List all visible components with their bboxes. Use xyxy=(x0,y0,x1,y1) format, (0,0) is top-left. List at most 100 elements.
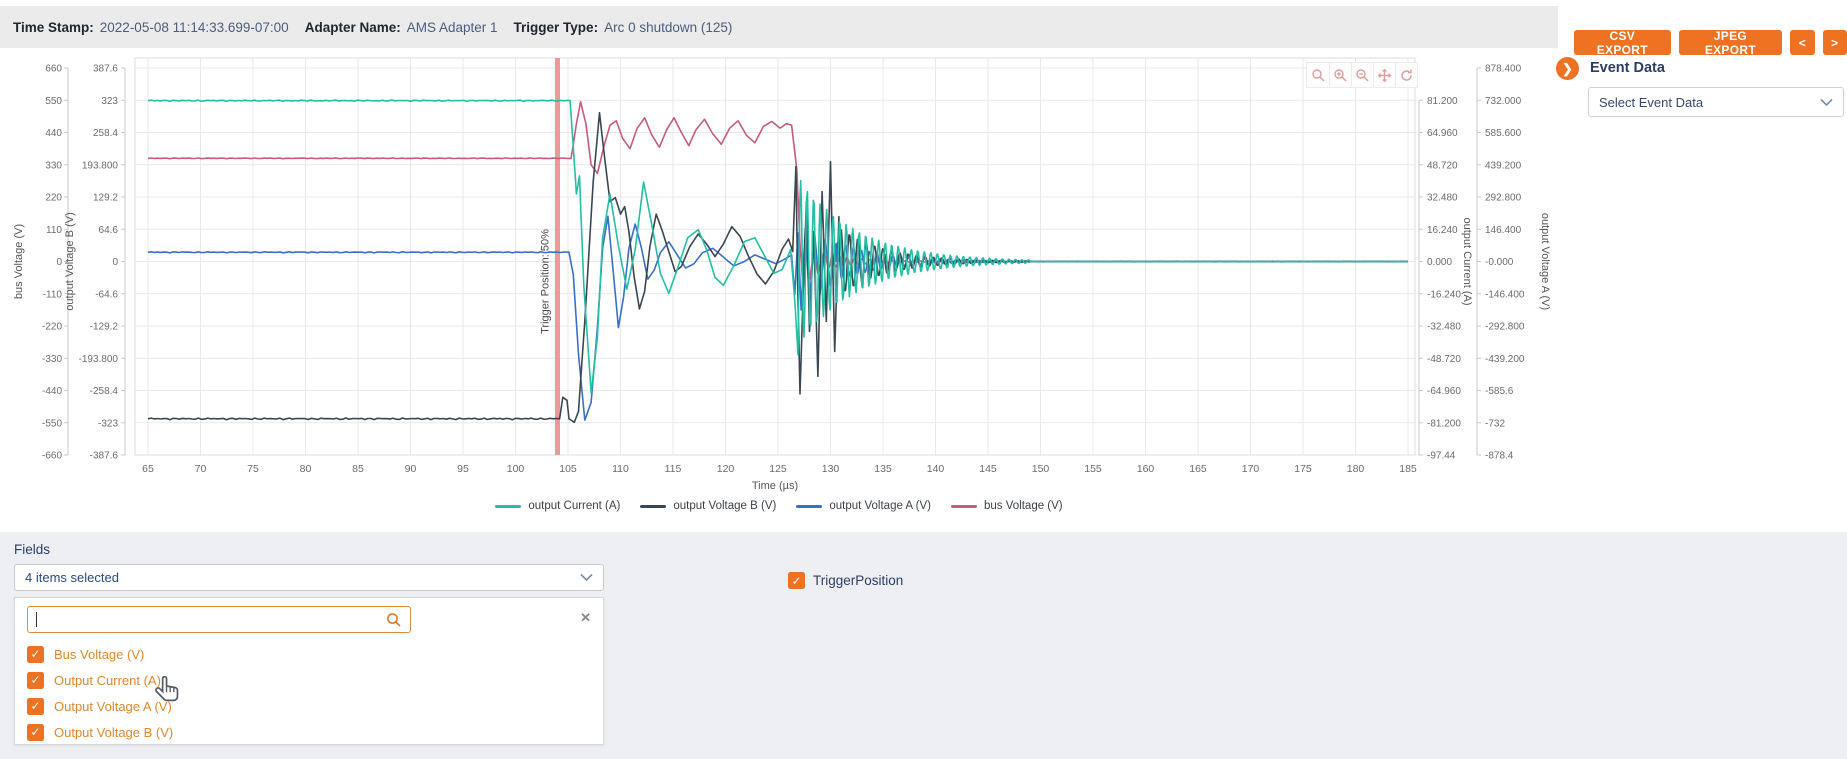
pan-icon[interactable] xyxy=(1373,63,1395,87)
fields-dropdown-panel: ✕ ✓ Bus Voltage (V) ✓ Output Current (A) ✓ Ou… xyxy=(14,597,604,745)
jpeg-export-button[interactable]: JPEG EXPORT xyxy=(1678,29,1783,57)
event-data-title: Event Data xyxy=(1590,60,1665,76)
svg-text:-81.200: -81.200 xyxy=(1427,418,1461,429)
csv-export-button[interactable]: CSV EXPORT xyxy=(1574,29,1671,57)
trigger-position-line-label: Trigger Position: 50% xyxy=(540,229,552,334)
fields-section: Fields 4 items selected ✕ ✓ Bus Voltage (… xyxy=(0,532,1847,759)
fields-multiselect[interactable]: 4 items selected xyxy=(14,564,604,591)
legend-item[interactable]: output Voltage A (V) xyxy=(796,500,931,512)
text-caret xyxy=(36,612,37,627)
svg-text:-550: -550 xyxy=(42,418,62,429)
svg-text:-258.4: -258.4 xyxy=(90,386,119,397)
next-button[interactable]: > xyxy=(1822,30,1847,55)
svg-text:330: 330 xyxy=(45,160,62,171)
checkbox-checked-icon[interactable]: ✓ xyxy=(27,645,44,663)
legend-label: output Voltage B (V) xyxy=(673,500,777,512)
svg-text:193.800: 193.800 xyxy=(82,160,119,171)
adapter-name-value: AMS Adapter 1 xyxy=(406,19,498,35)
trigger-type-label: Trigger Type: xyxy=(513,19,599,35)
field-item-bus-voltage-v-[interactable]: ✓ Bus Voltage (V) xyxy=(27,641,173,667)
legend-label: bus Voltage (V) xyxy=(984,500,1063,512)
svg-text:0.000: 0.000 xyxy=(1427,257,1452,268)
field-item-output-current-a-[interactable]: ✓ Output Current (A) xyxy=(27,667,173,693)
chart-zoom-toolbar xyxy=(1306,62,1418,88)
svg-text:95: 95 xyxy=(457,463,469,475)
svg-text:-660: -660 xyxy=(42,451,62,462)
svg-text:146.400: 146.400 xyxy=(1485,225,1522,236)
svg-text:85: 85 xyxy=(352,463,364,475)
svg-text:bus Voltage (V): bus Voltage (V) xyxy=(13,224,25,299)
legend-swatch xyxy=(495,504,522,508)
legend-item[interactable]: output Voltage B (V) xyxy=(640,500,776,512)
svg-text:output Current (A): output Current (A) xyxy=(1461,217,1473,305)
checkbox-checked-icon[interactable]: ✓ xyxy=(27,671,44,689)
checkbox-checked-icon[interactable]: ✓ xyxy=(788,572,805,589)
right-panel: CSV EXPORT JPEG EXPORT < > ❯ Event Data … xyxy=(1556,0,1847,532)
svg-text:48.720: 48.720 xyxy=(1427,160,1458,171)
svg-text:105: 105 xyxy=(559,463,577,475)
svg-text:170: 170 xyxy=(1242,463,1260,475)
svg-text:-16.240: -16.240 xyxy=(1427,289,1461,300)
svg-text:550: 550 xyxy=(45,96,62,107)
chart-legend: output Current (A) output Voltage B (V) ou… xyxy=(0,500,1558,512)
svg-text:140: 140 xyxy=(927,463,945,475)
svg-text:-48.720: -48.720 xyxy=(1427,354,1461,365)
zoom-in-icon[interactable] xyxy=(1329,63,1351,87)
fields-selected-summary: 4 items selected xyxy=(25,570,119,585)
field-item-label: Bus Voltage (V) xyxy=(54,646,145,662)
svg-text:155: 155 xyxy=(1084,463,1102,475)
svg-text:185: 185 xyxy=(1399,463,1417,475)
search-icon xyxy=(387,612,401,627)
svg-text:660: 660 xyxy=(45,64,62,75)
svg-text:0: 0 xyxy=(56,257,62,268)
trigger-position-checkbox-row[interactable]: ✓ TriggerPosition xyxy=(788,572,903,589)
svg-text:-292.800: -292.800 xyxy=(1485,322,1525,333)
svg-text:110: 110 xyxy=(612,463,629,475)
svg-text:90: 90 xyxy=(405,463,417,475)
waveform-chart-card: 660 550 440 330 220 110 0 -110 -220 -330 -440 -550 -… xyxy=(0,48,1558,532)
svg-text:65: 65 xyxy=(142,463,154,475)
svg-text:150: 150 xyxy=(1032,463,1050,475)
close-icon[interactable]: ✕ xyxy=(580,610,591,625)
waveform-chart[interactable]: 660 550 440 330 220 110 0 -110 -220 -330 -440 -550 -… xyxy=(0,48,1558,493)
checkbox-checked-icon[interactable]: ✓ xyxy=(27,723,44,741)
svg-text:387.6: 387.6 xyxy=(93,64,118,75)
svg-text:439.200: 439.200 xyxy=(1485,160,1522,171)
adapter-name-label: Adapter Name: xyxy=(304,19,401,35)
event-data-select[interactable]: Select Event Data xyxy=(1588,87,1844,117)
field-search-input[interactable] xyxy=(27,606,411,633)
legend-label: output Current (A) xyxy=(528,500,621,512)
svg-text:-0.000: -0.000 xyxy=(1485,257,1514,268)
svg-text:135: 135 xyxy=(874,463,892,475)
svg-text:-146.400: -146.400 xyxy=(1485,289,1525,300)
event-data-select-value: Select Event Data xyxy=(1599,94,1704,110)
legend-item[interactable]: bus Voltage (V) xyxy=(951,500,1063,512)
svg-text:-330: -330 xyxy=(42,354,62,365)
field-item-label: Output Voltage A (V) xyxy=(54,698,172,714)
field-item-output-voltage-b-v-[interactable]: ✓ Output Voltage B (V) xyxy=(27,719,173,745)
svg-text:160: 160 xyxy=(1137,463,1155,475)
chevron-down-icon xyxy=(580,570,593,585)
legend-swatch xyxy=(796,504,823,508)
svg-text:145: 145 xyxy=(979,463,997,475)
svg-text:75: 75 xyxy=(247,463,259,475)
time-stamp-value: 2022-05-08 11:14:33.699-07:00 xyxy=(99,19,289,35)
svg-text:120: 120 xyxy=(717,463,735,475)
svg-text:-387.6: -387.6 xyxy=(90,451,119,462)
field-item-output-voltage-a-v-[interactable]: ✓ Output Voltage A (V) xyxy=(27,693,173,719)
svg-text:-323: -323 xyxy=(98,418,118,429)
zoom-box-icon[interactable] xyxy=(1307,63,1329,87)
reset-icon[interactable] xyxy=(1395,63,1417,87)
prev-button[interactable]: < xyxy=(1790,30,1815,55)
zoom-out-icon[interactable] xyxy=(1351,63,1373,87)
event-data-expand-icon[interactable]: ❯ xyxy=(1556,57,1579,80)
legend-item[interactable]: output Current (A) xyxy=(495,500,620,512)
svg-text:0: 0 xyxy=(112,257,118,268)
svg-text:165: 165 xyxy=(1189,463,1207,475)
checkbox-checked-icon[interactable]: ✓ xyxy=(27,697,44,715)
info-header: Time Stamp: 2022-05-08 11:14:33.699-07:0… xyxy=(0,6,1558,48)
svg-text:-878.4: -878.4 xyxy=(1485,451,1514,462)
svg-text:-110: -110 xyxy=(43,289,63,300)
svg-text:output Voltage A (V): output Voltage A (V) xyxy=(1539,213,1551,310)
trigger-position-line xyxy=(555,58,560,455)
